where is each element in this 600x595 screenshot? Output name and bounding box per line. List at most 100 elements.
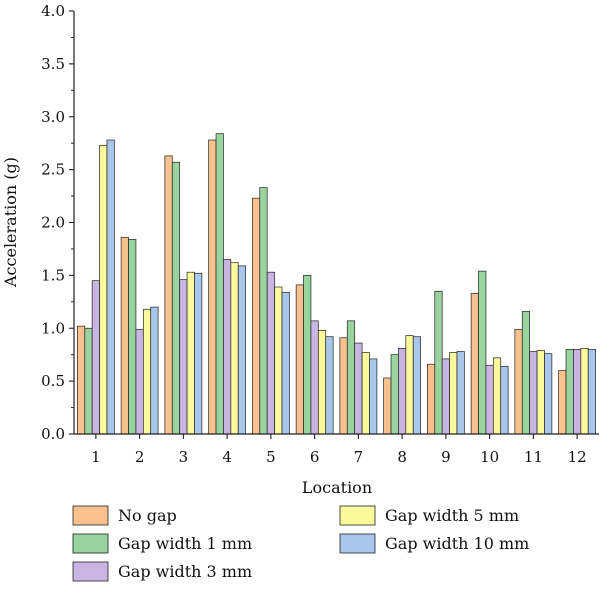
x-tick-label: 9 xyxy=(441,448,451,466)
bar-loc10-series2 xyxy=(478,270,487,435)
bar-loc12-series5 xyxy=(587,349,596,435)
bar-loc8-series3 xyxy=(398,347,407,435)
bar-loc4-series5 xyxy=(237,265,246,435)
y-tick-label: 0.0 xyxy=(41,425,65,443)
bars-group xyxy=(77,133,596,435)
bar-loc8-series5 xyxy=(412,336,421,435)
bar-loc3-series3 xyxy=(179,279,188,435)
bar-loc7-series1 xyxy=(339,337,348,435)
bar-loc2-series1 xyxy=(120,236,129,435)
bar-loc4-series1 xyxy=(208,139,217,435)
bar-loc2-series5 xyxy=(150,306,159,435)
y-tick-label: 2.5 xyxy=(41,161,65,179)
x-tick-label: 8 xyxy=(397,448,407,466)
bar-loc4-series2 xyxy=(215,133,224,435)
x-tick-label: 6 xyxy=(310,448,320,466)
bar-loc2-series4 xyxy=(142,308,152,435)
bar-loc5-series5 xyxy=(281,291,290,435)
x-tick-label: 2 xyxy=(135,448,145,466)
bar-loc12-series4 xyxy=(580,347,589,435)
y-tick-label: 1.5 xyxy=(41,266,65,284)
bar-loc1-series4 xyxy=(99,144,108,435)
bar-loc7-series5 xyxy=(369,358,378,435)
y-tick-label: 3.0 xyxy=(41,108,65,126)
ticks-group: 0.00.51.01.52.02.53.03.54.01 2 3 4 5 6 7 8 9 10 11… xyxy=(41,2,587,466)
bar-loc12-series1 xyxy=(558,370,567,435)
bar-loc9-series2 xyxy=(434,290,443,435)
legend-label: Gap width 5 mm xyxy=(385,506,519,525)
bar-loc8-series4 xyxy=(405,335,414,435)
bar-loc11-series2 xyxy=(521,310,531,435)
bar-loc5-series3 xyxy=(266,271,275,435)
bar-loc3-series1 xyxy=(164,155,173,435)
y-tick-label: 3.5 xyxy=(41,55,65,73)
bar-loc9-series4 xyxy=(449,352,458,435)
x-tick-label: 4 xyxy=(222,448,232,466)
legend-item-2: Gap width 1 mm xyxy=(72,533,252,554)
bar-loc7-series4 xyxy=(361,352,370,435)
bar-loc11-series1 xyxy=(514,328,523,435)
bar-loc6-series1 xyxy=(295,284,304,435)
legend-swatch xyxy=(72,533,109,554)
bar-loc9-series5 xyxy=(456,351,465,435)
y-tick-label: 0.5 xyxy=(41,372,65,390)
x-tick-label: 1 xyxy=(91,448,101,466)
bar-loc2-series2 xyxy=(128,239,137,435)
bar-loc9-series3 xyxy=(441,358,450,435)
bar-loc2-series3 xyxy=(135,328,144,435)
bar-loc11-series4 xyxy=(536,350,545,435)
bar-loc5-series4 xyxy=(274,286,283,435)
y-tick-label: 1.0 xyxy=(41,319,65,337)
bar-loc10-series4 xyxy=(492,357,502,435)
bar-loc6-series2 xyxy=(303,275,312,435)
x-tick-label: 5 xyxy=(266,448,276,466)
legend-label: No gap xyxy=(118,506,177,525)
y-axis-label: Acceleration (g) xyxy=(1,157,20,288)
bar-loc3-series4 xyxy=(186,271,195,435)
x-tick-label: 7 xyxy=(354,448,364,466)
legend-item-4: Gap width 5 mm xyxy=(339,505,519,526)
bar-loc4-series3 xyxy=(223,259,232,435)
bar-loc8-series2 xyxy=(390,354,399,435)
x-tick-label: 10 xyxy=(480,448,499,466)
bar-loc8-series1 xyxy=(383,377,392,435)
bar-loc12-series2 xyxy=(565,349,574,435)
legend: No gap Gap width 1 mm Gap width 3 mm Gap wi… xyxy=(72,505,529,582)
bar-loc1-series2 xyxy=(84,327,93,435)
bar-loc5-series1 xyxy=(252,197,261,435)
bar-loc6-series5 xyxy=(325,336,334,435)
legend-label: Gap width 3 mm xyxy=(118,562,252,581)
bar-loc3-series2 xyxy=(171,161,181,435)
bar-loc11-series3 xyxy=(529,351,538,435)
x-axis-label: Location xyxy=(302,478,372,497)
legend-label: Gap width 10 mm xyxy=(385,534,529,553)
legend-item-3: Gap width 3 mm xyxy=(72,561,252,582)
bar-loc7-series2 xyxy=(346,320,356,435)
bar-loc11-series5 xyxy=(544,353,553,435)
legend-swatch xyxy=(72,505,109,526)
legend-item-5: Gap width 10 mm xyxy=(339,533,529,554)
x-tick-label: 12 xyxy=(568,448,587,466)
legend-swatch xyxy=(339,505,376,526)
bar-loc1-series3 xyxy=(91,280,100,435)
x-tick-label: 11 xyxy=(524,448,543,466)
legend-label: Gap width 1 mm xyxy=(118,534,252,553)
x-tick-label: 3 xyxy=(179,448,189,466)
legend-swatch xyxy=(339,533,376,554)
legend-item-1: No gap xyxy=(72,505,177,526)
bar-loc6-series3 xyxy=(310,320,319,435)
y-tick-label: 4.0 xyxy=(41,2,65,20)
y-tick-label: 2.0 xyxy=(41,214,65,232)
bar-loc3-series5 xyxy=(194,272,203,435)
bar-loc6-series4 xyxy=(317,330,327,435)
bar-loc5-series2 xyxy=(259,187,268,435)
bar-loc10-series5 xyxy=(500,365,509,435)
bar-loc10-series1 xyxy=(470,293,479,435)
bar-loc9-series1 xyxy=(427,363,436,435)
bar-loc7-series3 xyxy=(354,342,363,435)
bar-loc1-series5 xyxy=(106,139,115,435)
bar-loc12-series3 xyxy=(573,349,582,435)
bar-loc10-series3 xyxy=(485,364,494,435)
bar-loc4-series4 xyxy=(230,262,239,435)
